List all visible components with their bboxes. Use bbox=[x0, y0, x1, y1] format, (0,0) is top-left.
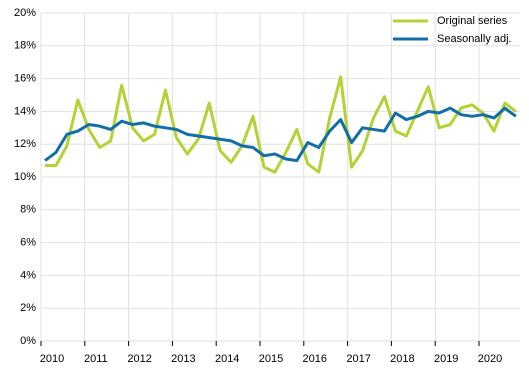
y-tick-label: 2% bbox=[20, 302, 36, 314]
x-tick-label: 2016 bbox=[303, 353, 327, 365]
y-tick-label: 18% bbox=[14, 40, 36, 52]
x-tick-label: 2010 bbox=[40, 353, 64, 365]
y-tick-label: 10% bbox=[14, 171, 36, 183]
x-tick-label: 2012 bbox=[127, 353, 151, 365]
x-tick-label: 2019 bbox=[434, 353, 458, 365]
legend-label: Original series bbox=[437, 15, 508, 27]
series-line bbox=[45, 75, 517, 174]
x-tick-label: 2020 bbox=[478, 353, 502, 365]
y-tick-label: 4% bbox=[20, 269, 36, 281]
x-tick-label: 2018 bbox=[390, 353, 414, 365]
x-tick-label: 2014 bbox=[215, 353, 239, 365]
y-tick-label: 14% bbox=[14, 105, 36, 117]
series-line bbox=[44, 106, 517, 163]
x-tick-label: 2015 bbox=[259, 353, 283, 365]
x-tick-label: 2011 bbox=[84, 353, 108, 365]
y-tick-label: 12% bbox=[14, 138, 36, 150]
x-tick-label: 2013 bbox=[171, 353, 195, 365]
y-tick-label: 8% bbox=[20, 204, 36, 216]
y-tick-label: 20% bbox=[14, 7, 36, 19]
y-tick-label: 0% bbox=[20, 335, 36, 347]
x-tick-label: 2017 bbox=[346, 353, 370, 365]
y-tick-label: 6% bbox=[20, 237, 36, 249]
legend-label: Seasonally adj. bbox=[437, 33, 512, 45]
y-tick-label: 16% bbox=[14, 73, 36, 85]
